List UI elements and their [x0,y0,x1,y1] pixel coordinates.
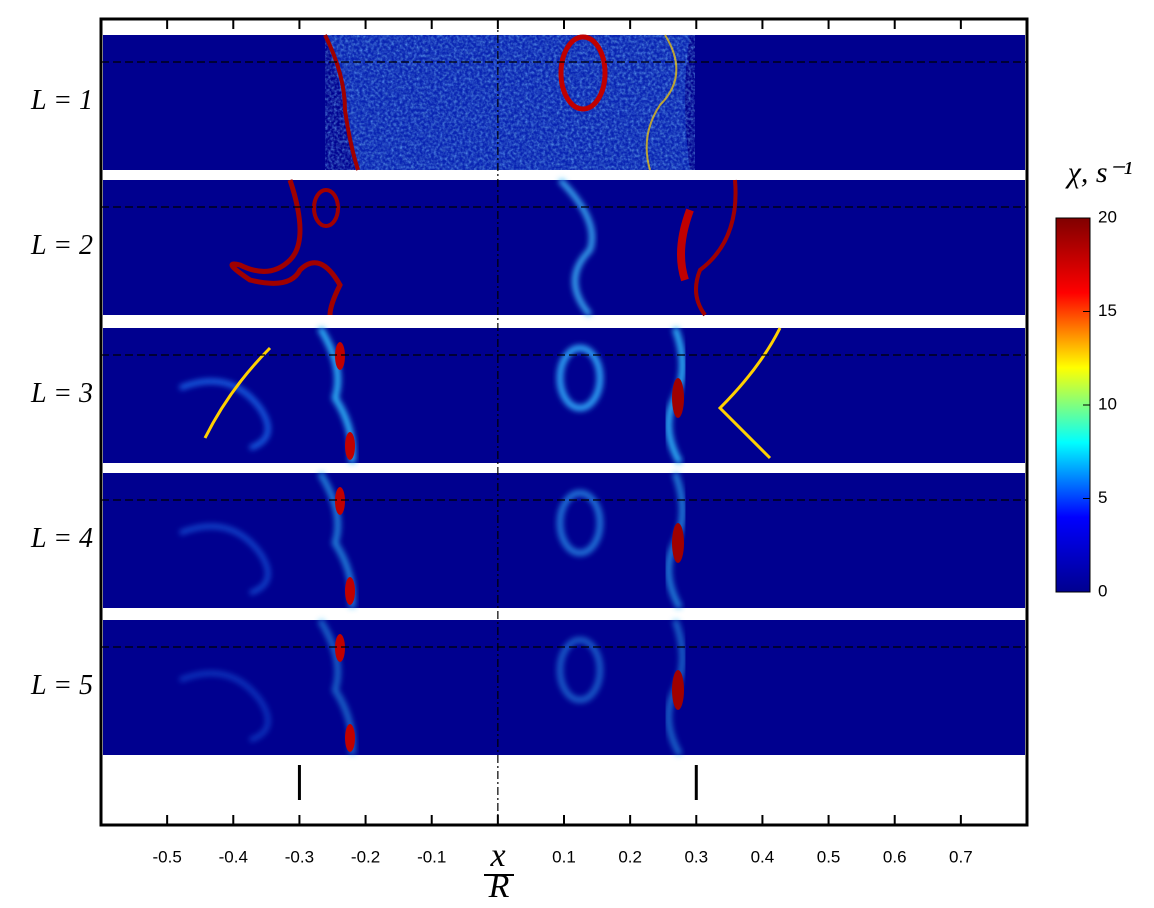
noise [325,35,695,170]
flame-front [558,178,595,317]
hot-spot [672,523,684,563]
hot-spot [345,724,355,752]
hot-spot [672,670,684,710]
panel-structures [101,34,1027,171]
flame-loop [312,188,340,228]
x-tick-label: -0.3 [285,847,314,866]
x-label-numerator: x [489,837,505,874]
colorbar-tick-label: 5 [1098,488,1107,507]
x-label-denominator: R [488,868,510,905]
flame-loop [557,490,603,556]
flame-loop [558,34,608,112]
x-tick-label: 0.7 [949,847,973,866]
panel-structures [101,326,1027,465]
panel-label: L = 3 [30,378,93,409]
x-tick-label: 0.2 [618,847,642,866]
x-tick-label: 0.4 [751,847,775,866]
x-tick-label: -0.2 [351,847,380,866]
x-tick-label: -0.5 [152,847,181,866]
flame-loop [557,345,603,411]
hot-spot [672,378,684,418]
flame-front [179,523,271,596]
hot-spot [335,634,345,662]
flame-front [694,179,738,317]
colorbar-label: χ, s⁻¹ [1065,156,1133,189]
flame-front [203,327,782,460]
panel-structures [101,618,1027,757]
x-tick-label: 0.5 [817,847,841,866]
flame-front [229,179,343,316]
hot-spot [345,432,355,460]
panel-structures [101,471,1027,610]
x-tick-label: 0.6 [883,847,907,866]
hot-spot [335,342,345,370]
colorbar-tick-label: 20 [1098,207,1117,226]
flame-front [677,208,694,282]
x-tick-label: 0.3 [684,847,708,866]
hot-spot [345,577,355,605]
flame-front [179,378,271,451]
panels: L = 1 L = 2 L = 3 L = 4 L = 5 [30,34,1027,757]
panel-label: L = 2 [30,230,93,261]
hot-spot [335,487,345,515]
x-tick-label: -0.4 [219,847,248,866]
panel-structures [101,178,1027,317]
flame-front [323,34,360,171]
colorbar-tick-label: 15 [1098,301,1117,320]
colorbar-tick-label: 0 [1098,581,1107,600]
colorbar-tick-label: 10 [1098,394,1117,413]
x-tick-label: -0.1 [417,847,446,866]
panel-label: L = 5 [30,670,93,701]
panel-label: L = 4 [30,523,93,554]
flame-front [179,670,271,743]
panel [103,180,1025,315]
x-tick-label: 0.1 [552,847,576,866]
panel-label: L = 1 [30,85,93,116]
flame-front [645,34,678,171]
flame-loop [557,637,603,703]
